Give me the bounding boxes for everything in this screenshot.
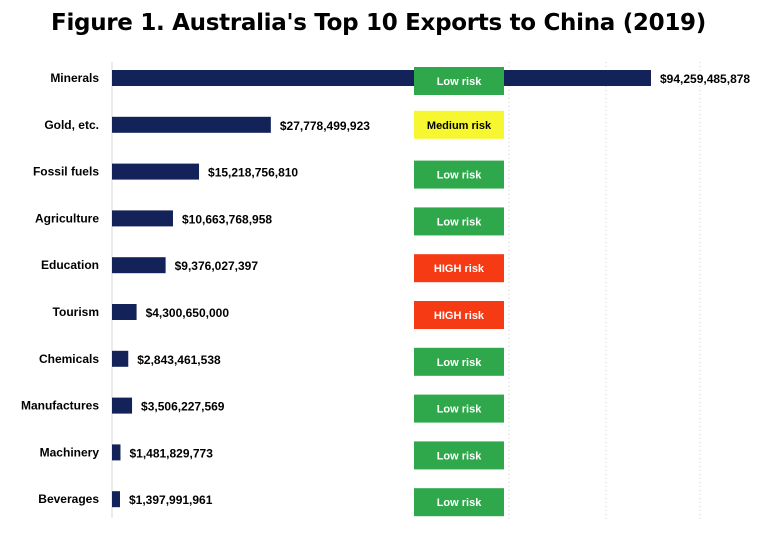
risk-badge-label: HIGH risk: [434, 263, 485, 275]
risk-badge-label: Low risk: [437, 216, 483, 228]
bar-7: [112, 350, 129, 367]
category-label: Tourism: [53, 305, 99, 319]
risk-badge: [414, 394, 504, 423]
risk-badge-label: HIGH risk: [434, 310, 485, 322]
risk-badge: [414, 347, 504, 376]
bar-9: [112, 444, 121, 461]
category-label: Minerals: [50, 71, 99, 85]
category-label: Machinery: [40, 445, 100, 459]
risk-badge: [414, 67, 504, 95]
risk-badge-label: Low risk: [437, 76, 483, 88]
bar-3: [112, 163, 200, 180]
bar-5: [112, 257, 166, 274]
risk-badge: [414, 207, 504, 236]
risk-badge: [414, 110, 504, 139]
value-label: $10,663,768,958: [182, 212, 272, 226]
bar-4: [112, 210, 173, 227]
risk-badge: [414, 488, 504, 517]
value-label: $9,376,027,397: [175, 259, 259, 273]
category-label: Fossil fuels: [33, 165, 99, 179]
risk-badge: [414, 301, 504, 329]
risk-badge-label: Low risk: [437, 357, 483, 369]
value-label: $27,778,499,923: [280, 119, 370, 133]
value-label: $3,506,227,569: [141, 400, 225, 414]
risk-badge: [414, 254, 504, 283]
risk-badge-label: Low risk: [437, 404, 483, 416]
value-label: $15,218,756,810: [208, 166, 298, 180]
bar-1: [112, 70, 651, 86]
value-label: $4,300,650,000: [146, 306, 230, 320]
risk-badge-label: Medium risk: [427, 120, 492, 132]
risk-badge: [414, 441, 504, 470]
value-label: $1,397,991,961: [129, 493, 213, 507]
category-label: Manufactures: [21, 399, 99, 413]
category-label: Education: [41, 258, 99, 272]
category-label: Beverages: [38, 492, 99, 506]
bar-8: [112, 397, 133, 414]
risk-badge-label: Low risk: [437, 170, 483, 182]
value-label: $1,481,829,773: [129, 446, 213, 460]
risk-badge: [414, 160, 504, 189]
category-label: Gold, etc.: [44, 118, 99, 132]
risk-badge-label: Low risk: [437, 450, 483, 462]
bar-6: [112, 304, 137, 320]
category-label: Agriculture: [35, 211, 99, 225]
category-label: Chemicals: [39, 352, 99, 366]
chart-title: Figure 1. Australia's Top 10 Exports to …: [51, 10, 706, 36]
value-label: $94,259,485,878: [660, 72, 750, 86]
value-label: $2,843,461,538: [137, 353, 221, 367]
risk-badge-label: Low risk: [437, 497, 483, 509]
bar-10: [112, 491, 120, 508]
bar-2: [112, 116, 271, 133]
